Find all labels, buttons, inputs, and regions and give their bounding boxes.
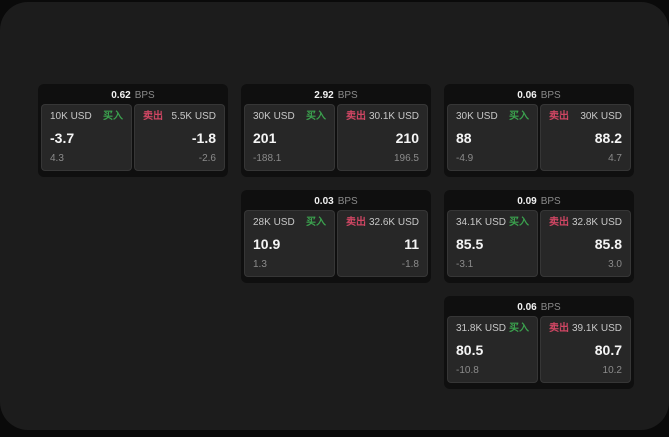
buy-price: 88 bbox=[456, 130, 472, 146]
sell-panel[interactable]: 卖出 32.6K USD 11 -1.8 bbox=[337, 210, 428, 277]
sell-side-label: 卖出 bbox=[549, 111, 569, 122]
quote-panels: 31.8K USD 买入 80.5 -10.8 卖出 39.1K USD 80.… bbox=[447, 316, 631, 383]
app-surface: 0.62 BPS 10K USD 买入 -3.7 4.3 卖出 5.5K USD bbox=[0, 2, 669, 430]
buy-panel[interactable]: 34.1K USD 买入 85.5 -3.1 bbox=[447, 210, 538, 277]
sell-amount: 39.1K USD bbox=[571, 323, 622, 334]
sell-sub-value: 3.0 bbox=[608, 259, 622, 270]
buy-price: 80.5 bbox=[456, 342, 484, 358]
sell-panel[interactable]: 卖出 32.8K USD 85.8 3.0 bbox=[540, 210, 631, 277]
sell-sub-value: -2.6 bbox=[198, 153, 216, 164]
sell-panel[interactable]: 卖出 30.1K USD 210 196.5 bbox=[337, 104, 428, 171]
bps-value: 0.09 bbox=[517, 196, 537, 207]
buy-panel[interactable]: 28K USD 买入 10.9 1.3 bbox=[244, 210, 335, 277]
sell-price: -1.8 bbox=[191, 130, 216, 146]
sell-price: 210 bbox=[395, 130, 419, 146]
buy-panel[interactable]: 30K USD 买入 201 -188.1 bbox=[244, 104, 335, 171]
quote-panels: 34.1K USD 买入 85.5 -3.1 卖出 32.8K USD 85.8… bbox=[447, 210, 631, 277]
bps-unit-label: BPS bbox=[540, 302, 561, 313]
bps-unit-label: BPS bbox=[337, 90, 358, 101]
quote-panels: 30K USD 买入 88 -4.9 卖出 30K USD 88.2 4.7 bbox=[447, 104, 631, 171]
buy-amount: 34.1K USD bbox=[456, 217, 507, 228]
bps-header: 0.62 BPS bbox=[41, 87, 225, 104]
buy-panel[interactable]: 10K USD 买入 -3.7 4.3 bbox=[41, 104, 132, 171]
sell-amount: 32.6K USD bbox=[368, 217, 419, 228]
bps-card: 2.92 BPS 30K USD 买入 201 -188.1 卖出 30.1K … bbox=[241, 84, 431, 177]
sell-price: 80.7 bbox=[594, 342, 622, 358]
buy-price: 201 bbox=[253, 130, 277, 146]
sell-price: 85.8 bbox=[594, 236, 622, 252]
bps-header: 0.06 BPS bbox=[447, 87, 631, 104]
buy-panel[interactable]: 30K USD 买入 88 -4.9 bbox=[447, 104, 538, 171]
bps-value: 0.62 bbox=[111, 90, 131, 101]
sell-side-label: 卖出 bbox=[143, 111, 163, 122]
bps-value: 2.92 bbox=[314, 90, 334, 101]
buy-sub-value: -3.1 bbox=[456, 259, 474, 270]
sell-sub-value: 196.5 bbox=[393, 153, 419, 164]
quote-panels: 10K USD 买入 -3.7 4.3 卖出 5.5K USD -1.8 -2.… bbox=[41, 104, 225, 171]
bps-value: 0.03 bbox=[314, 196, 334, 207]
bps-card: 0.06 BPS 30K USD 买入 88 -4.9 卖出 30K USD bbox=[444, 84, 634, 177]
buy-sub-value: -4.9 bbox=[456, 153, 474, 164]
buy-sub-value: -10.8 bbox=[456, 365, 479, 376]
buy-amount: 30K USD bbox=[456, 111, 498, 122]
bps-card: 0.09 BPS 34.1K USD 买入 85.5 -3.1 卖出 32.8K… bbox=[444, 190, 634, 283]
sell-price: 88.2 bbox=[594, 130, 622, 146]
quote-panels: 30K USD 买入 201 -188.1 卖出 30.1K USD 210 1… bbox=[244, 104, 428, 171]
sell-side-label: 卖出 bbox=[346, 111, 366, 122]
buy-amount: 30K USD bbox=[253, 111, 295, 122]
buy-price: 85.5 bbox=[456, 236, 484, 252]
sell-sub-value: 4.7 bbox=[608, 153, 622, 164]
buy-amount: 28K USD bbox=[253, 217, 295, 228]
sell-panel[interactable]: 卖出 39.1K USD 80.7 10.2 bbox=[540, 316, 631, 383]
bps-header: 0.06 BPS bbox=[447, 299, 631, 316]
bps-header: 0.09 BPS bbox=[447, 193, 631, 210]
buy-side-label: 买入 bbox=[306, 217, 326, 228]
bps-value: 0.06 bbox=[517, 302, 537, 313]
bps-header: 0.03 BPS bbox=[244, 193, 428, 210]
sell-side-label: 卖出 bbox=[549, 323, 569, 334]
buy-price: -3.7 bbox=[50, 130, 75, 146]
buy-amount: 31.8K USD bbox=[456, 323, 507, 334]
sell-price: 11 bbox=[404, 236, 419, 252]
buy-sub-value: 1.3 bbox=[253, 259, 267, 270]
bps-card: 0.62 BPS 10K USD 买入 -3.7 4.3 卖出 5.5K USD bbox=[38, 84, 228, 177]
buy-side-label: 买入 bbox=[509, 323, 529, 334]
buy-side-label: 买入 bbox=[103, 111, 123, 122]
buy-price: 10.9 bbox=[253, 236, 281, 252]
bps-unit-label: BPS bbox=[540, 196, 561, 207]
buy-sub-value: -188.1 bbox=[253, 153, 282, 164]
sell-side-label: 卖出 bbox=[346, 217, 366, 228]
bps-unit-label: BPS bbox=[134, 90, 155, 101]
sell-amount: 30K USD bbox=[580, 111, 622, 122]
sell-amount: 32.8K USD bbox=[571, 217, 622, 228]
quote-panels: 28K USD 买入 10.9 1.3 卖出 32.6K USD 11 -1.8 bbox=[244, 210, 428, 277]
sell-sub-value: 10.2 bbox=[602, 365, 622, 376]
bps-unit-label: BPS bbox=[337, 196, 358, 207]
buy-panel[interactable]: 31.8K USD 买入 80.5 -10.8 bbox=[447, 316, 538, 383]
buy-amount: 10K USD bbox=[50, 111, 92, 122]
buy-sub-value: 4.3 bbox=[50, 153, 64, 164]
sell-sub-value: -1.8 bbox=[401, 259, 419, 270]
buy-side-label: 买入 bbox=[509, 217, 529, 228]
sell-side-label: 卖出 bbox=[549, 217, 569, 228]
bps-card: 0.06 BPS 31.8K USD 买入 80.5 -10.8 卖出 39.1… bbox=[444, 296, 634, 389]
buy-side-label: 买入 bbox=[509, 111, 529, 122]
bps-header: 2.92 BPS bbox=[244, 87, 428, 104]
buy-side-label: 买入 bbox=[306, 111, 326, 122]
bps-card: 0.03 BPS 28K USD 买入 10.9 1.3 卖出 32.6K US… bbox=[241, 190, 431, 283]
sell-panel[interactable]: 卖出 30K USD 88.2 4.7 bbox=[540, 104, 631, 171]
bps-value: 0.06 bbox=[517, 90, 537, 101]
bps-unit-label: BPS bbox=[540, 90, 561, 101]
sell-amount: 5.5K USD bbox=[171, 111, 216, 122]
sell-panel[interactable]: 卖出 5.5K USD -1.8 -2.6 bbox=[134, 104, 225, 171]
sell-amount: 30.1K USD bbox=[368, 111, 419, 122]
